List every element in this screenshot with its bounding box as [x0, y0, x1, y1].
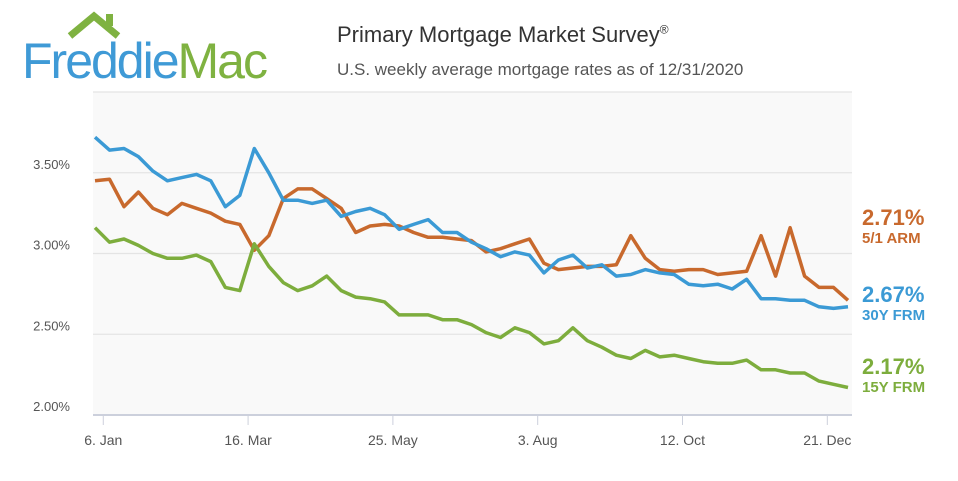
frm15-last-value: 2.17% — [862, 354, 925, 379]
legend-15y: 2.17% 15Y FRM — [862, 354, 926, 397]
chart-title-text: Primary Mortgage Market Survey — [337, 22, 660, 47]
chart-title: Primary Mortgage Market Survey® — [337, 22, 669, 48]
frm15-series-name: 15Y FRM — [862, 379, 926, 396]
legend-arm: 2.71% 5/1 ARM — [862, 205, 925, 248]
x-tick-label: 12. Oct — [660, 432, 705, 448]
frm30-series-name: 30Y FRM — [862, 307, 926, 324]
series-line-15y-frm — [93, 226, 849, 390]
registered-mark: ® — [659, 22, 669, 37]
house-roof-icon — [67, 11, 121, 39]
arm-series-name: 5/1 ARM — [862, 230, 921, 247]
x-tick-label: 16. Mar — [224, 432, 272, 448]
chart-subtitle: U.S. weekly average mortgage rates as of… — [337, 60, 744, 79]
x-tick-label: 21. Dec — [803, 432, 851, 448]
y-tick-label: 3.50% — [33, 157, 70, 172]
logo-wordmark: FreddieMac — [22, 33, 268, 89]
y-tick-label: 2.50% — [33, 318, 70, 333]
x-tick-label: 25. May — [368, 432, 418, 448]
y-tick-label: 3.00% — [33, 238, 70, 253]
y-tick-label: 2.00% — [33, 399, 70, 414]
frm30-last-value: 2.67% — [862, 282, 925, 307]
freddie-mac-logo: FreddieMac — [22, 10, 312, 89]
x-tick-label: 3. Aug — [518, 432, 558, 448]
series-line-30y-frm — [93, 135, 849, 311]
legend-30y: 2.67% 30Y FRM — [862, 282, 926, 325]
x-tick-label: 6. Jan — [84, 432, 122, 448]
arm-last-value: 2.71% — [862, 205, 925, 230]
